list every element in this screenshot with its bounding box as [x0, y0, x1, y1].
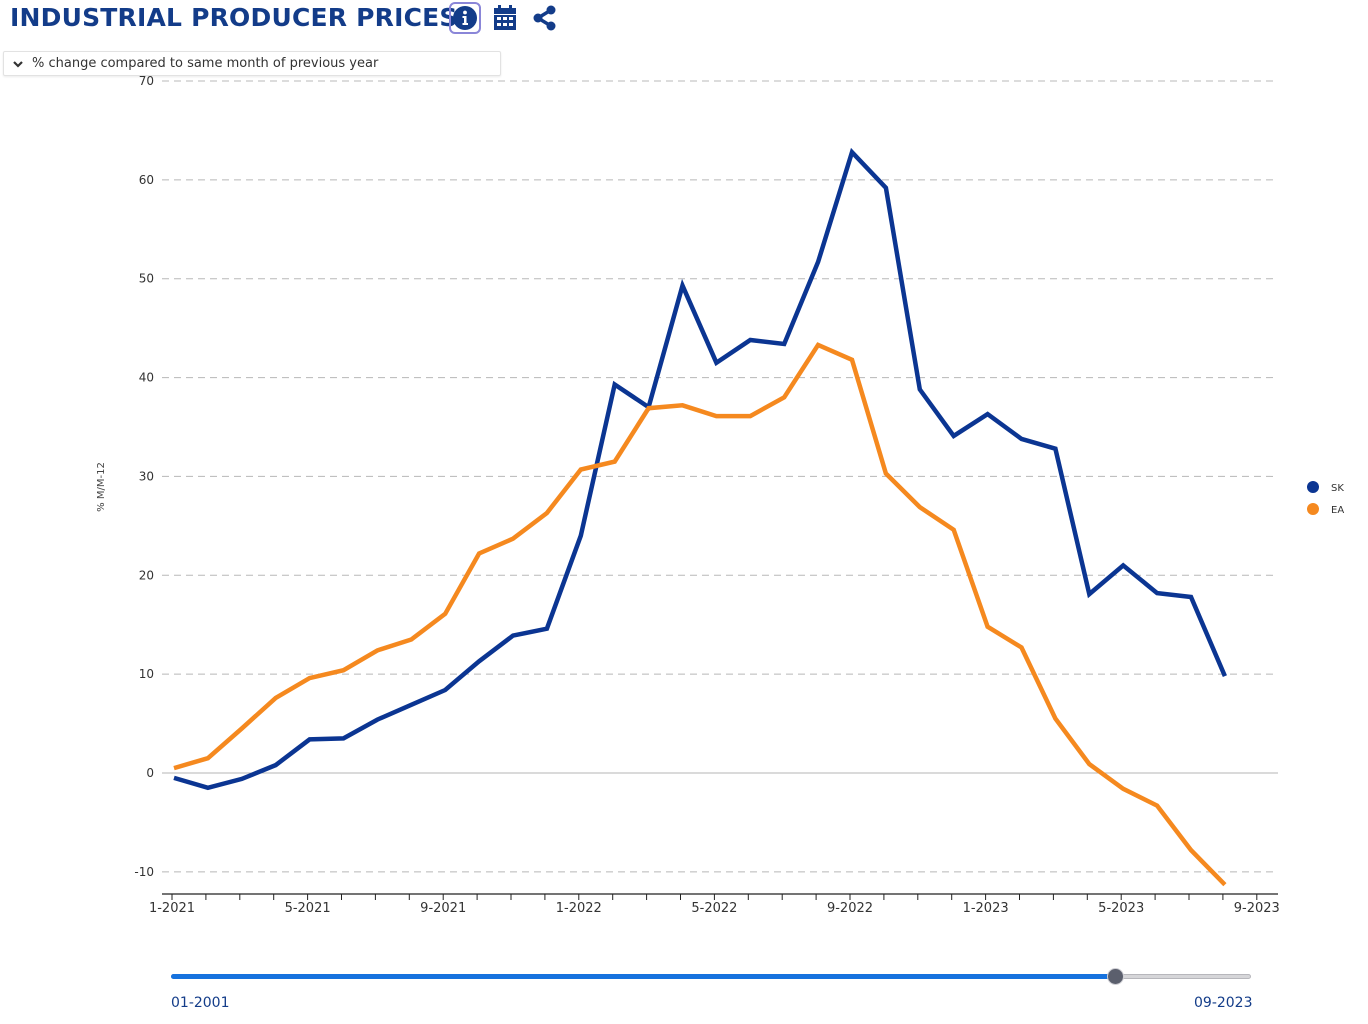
y-tick-label: 40: [139, 371, 154, 385]
calendar-icon: [494, 5, 516, 30]
chevron-down-icon: [4, 59, 32, 69]
x-tick-label: 1-2023: [963, 901, 1009, 916]
legend-label: EA: [1331, 505, 1344, 516]
y-tick-label: -10: [134, 865, 154, 879]
slider-handle[interactable]: [1106, 968, 1124, 985]
header-toolbar: [449, 2, 561, 34]
page-title: INDUSTRIAL PRODUCER PRICES: [10, 3, 458, 32]
legend-marker: [1307, 503, 1319, 515]
y-tick-label: 0: [146, 766, 154, 780]
slider-start-label: 01-2001: [171, 995, 230, 1011]
y-tick-label: 30: [139, 469, 154, 483]
info-button[interactable]: [449, 2, 481, 34]
y-tick-label: 70: [139, 74, 154, 88]
y-axis-ticks: -10 0 10 20 30 40 50 60 70: [134, 74, 154, 879]
measure-select[interactable]: % change compared to same month of previ…: [3, 51, 501, 76]
y-tick-label: 10: [139, 667, 154, 681]
series-lines: [173, 147, 1227, 887]
slider-fill: [171, 974, 1115, 979]
grid-lines: [162, 80, 1278, 873]
x-tick-label: 9-2022: [827, 901, 873, 916]
y-tick-label: 50: [139, 272, 154, 286]
legend: SK EA: [1307, 481, 1344, 516]
legend-item-sk[interactable]: SK: [1307, 481, 1344, 494]
legend-item-ea[interactable]: EA: [1307, 503, 1344, 516]
series-line-ea[interactable]: [173, 342, 1227, 887]
x-tick-label: 5-2023: [1098, 901, 1144, 916]
x-tick-label: 5-2021: [285, 901, 331, 916]
date-range-slider[interactable]: [171, 968, 1251, 985]
x-tick-label: 5-2022: [691, 901, 737, 916]
x-tick-label: 9-2021: [420, 901, 466, 916]
x-axis: 1-2021 5-2021 9-2021 1-2022 5-2022 9-2022 1-20…: [149, 893, 1280, 916]
share-button[interactable]: [529, 2, 561, 34]
y-tick-label: 60: [139, 173, 154, 187]
measure-select-value: % change compared to same month of previ…: [32, 56, 379, 71]
x-tick-label: 1-2021: [149, 901, 195, 916]
slider-end-label: 09-2023: [1194, 995, 1253, 1011]
y-axis-label: % M/M-12: [96, 462, 107, 512]
share-icon: [533, 5, 556, 31]
x-tick-label: 9-2023: [1234, 901, 1280, 916]
x-tick-label: 1-2022: [556, 901, 602, 916]
info-icon: [453, 6, 477, 30]
y-tick-label: 20: [139, 568, 154, 582]
calendar-button[interactable]: [489, 2, 521, 34]
series-line-sk[interactable]: [173, 147, 1227, 791]
legend-label: SK: [1331, 483, 1344, 494]
legend-marker: [1307, 481, 1319, 493]
